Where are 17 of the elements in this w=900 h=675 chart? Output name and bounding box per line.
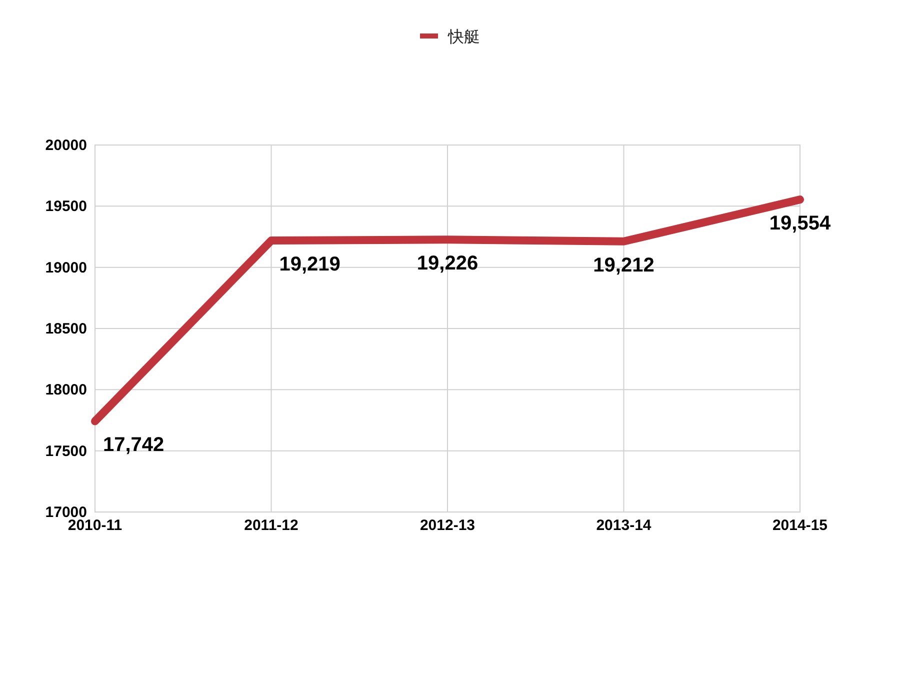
x-tick-label: 2013-14 [596, 517, 652, 534]
legend: 快艇 [420, 27, 480, 46]
data-label: 19,212 [593, 254, 654, 276]
y-tick-label: 18000 [45, 382, 87, 399]
data-label: 19,554 [769, 212, 832, 235]
y-tick-label: 20000 [45, 137, 87, 154]
legend-label: 快艇 [447, 27, 480, 46]
y-tick-label: 19500 [45, 198, 87, 216]
y-tick-label: 17500 [45, 442, 87, 460]
y-tick-label: 19000 [45, 259, 87, 276]
x-tick-label: 2014-15 [772, 517, 828, 534]
data-label: 17,742 [103, 434, 164, 456]
x-tick-label: 2011-12 [244, 517, 298, 534]
data-label: 19,219 [279, 254, 340, 276]
data-label: 19,226 [416, 252, 478, 275]
y-tick-label: 18500 [45, 320, 87, 338]
x-tick-label: 2012-13 [420, 517, 476, 534]
